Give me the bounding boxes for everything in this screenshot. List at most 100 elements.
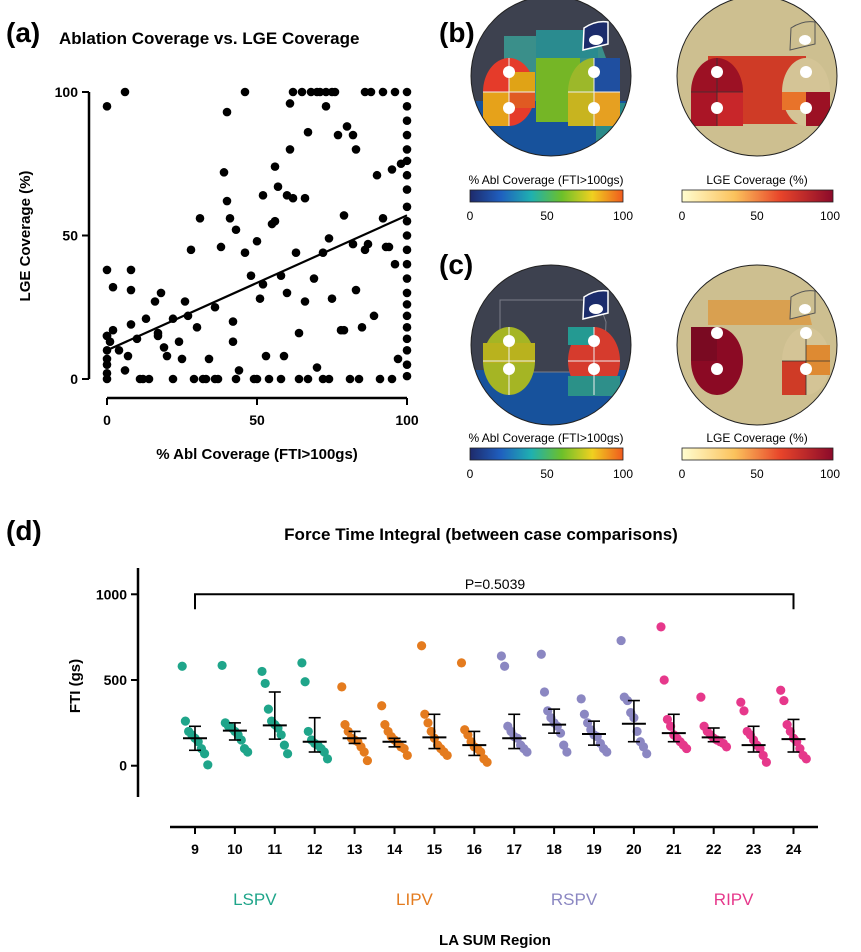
fti-xtick-label: 23	[746, 841, 762, 857]
fti-point	[236, 735, 246, 745]
scatter-title: Ablation Coverage vs. LGE Coverage	[59, 29, 359, 48]
scatter-point	[177, 354, 187, 364]
scatter-point	[159, 343, 169, 352]
scatter-point	[210, 302, 220, 312]
scatter-point	[138, 374, 148, 384]
scatter-point	[339, 211, 349, 220]
fti-point	[257, 666, 267, 677]
scatter-point	[384, 242, 394, 252]
fti-xtick-label: 19	[586, 841, 602, 857]
fti-point	[423, 718, 433, 728]
scatter-point	[291, 248, 301, 258]
fti-point	[420, 709, 430, 719]
scatter-point	[189, 374, 199, 384]
scatter-point	[120, 366, 130, 375]
scatter-point	[141, 314, 151, 324]
fti-point	[755, 743, 765, 754]
fti-point	[559, 740, 569, 750]
scatter-point	[306, 87, 316, 97]
fti-point	[776, 685, 786, 695]
lge-colorbar-c	[681, 447, 834, 461]
fti-point	[576, 694, 586, 704]
fti-point	[536, 649, 546, 659]
lge-tick-50-b: 50	[750, 209, 764, 223]
scatter-point	[402, 170, 412, 180]
fti-xtick-label: 13	[347, 841, 363, 857]
abl-coverage-map-c	[471, 265, 631, 425]
fti-point	[642, 749, 652, 759]
fti-point	[300, 677, 310, 687]
scatter-point	[216, 242, 226, 252]
scatter-point	[102, 360, 112, 369]
fti-point	[539, 687, 550, 697]
scatter-point	[402, 346, 412, 355]
scatter-point	[126, 265, 136, 275]
scatter-point	[264, 374, 274, 384]
fti-xtick-label: 15	[427, 841, 443, 857]
scatter-point	[225, 213, 235, 223]
scatter-point	[300, 193, 310, 203]
scatter-point	[372, 170, 382, 180]
scatter-point	[294, 374, 304, 384]
scatter-point	[387, 374, 397, 384]
scatter-axes: 0 50 100 0 50 100	[55, 84, 419, 428]
fti-point	[337, 682, 347, 692]
fti-point	[177, 661, 187, 671]
fti-ylabel: FTI (gs)	[67, 659, 84, 713]
fti-point	[297, 658, 307, 668]
fti-ytick-label: 1000	[96, 586, 127, 602]
fti-point	[263, 704, 273, 714]
scatter-point	[102, 102, 112, 111]
fti-marks	[177, 622, 811, 770]
scatter-point	[366, 87, 376, 97]
fti-xtick-label: 17	[506, 841, 522, 857]
abl-tick-0-b: 0	[467, 209, 474, 223]
fti-point	[193, 737, 203, 747]
fti-point	[343, 726, 353, 737]
scatter-point	[162, 351, 172, 361]
scatter-xtick-label: 100	[395, 412, 419, 428]
scatter-point	[195, 213, 205, 223]
scatter-point	[318, 374, 328, 384]
fti-point	[656, 622, 666, 632]
scatter-point	[402, 334, 412, 344]
fti-point	[758, 750, 768, 761]
scatter-point	[402, 202, 412, 212]
fti-xtick-label: 20	[626, 841, 642, 857]
fti-point	[721, 742, 732, 752]
scatter-point	[390, 87, 400, 97]
scatter-point	[156, 288, 166, 298]
fti-point	[359, 747, 369, 757]
scatter-point	[309, 274, 319, 283]
panel-label-a: (a)	[6, 17, 40, 48]
lge-tick-0-b: 0	[679, 209, 686, 223]
scatter-ylabel: LGE Coverage (%)	[17, 171, 34, 302]
scatter-point	[276, 374, 286, 384]
scatter-point	[126, 285, 136, 295]
scatter-point	[279, 351, 289, 361]
scatter-point	[324, 374, 334, 384]
fti-point	[377, 701, 387, 711]
scatter-point	[261, 351, 271, 361]
fti-point	[779, 695, 789, 706]
fti-xtick-label: 11	[267, 841, 282, 857]
scatter-point	[375, 374, 385, 384]
scatter-point	[321, 102, 331, 111]
lge-coverage-map-c	[677, 265, 837, 425]
scatter-point	[402, 231, 412, 240]
scatter-point	[270, 162, 280, 171]
scatter-point	[360, 87, 370, 97]
fti-point	[555, 728, 566, 738]
panel-b: (b)	[439, 0, 840, 223]
scatter-point	[369, 311, 379, 321]
abl-colorbar-label-c: % Abl Coverage (FTI>100gs)	[468, 431, 623, 445]
scatter-point	[150, 297, 160, 306]
scatter-point	[339, 325, 349, 335]
scatter-point	[387, 165, 397, 174]
lge-colorbar-label-c: LGE Coverage (%)	[706, 431, 807, 445]
fti-point	[260, 678, 270, 689]
panel-label-c: (c)	[439, 249, 473, 280]
scatter-point	[273, 182, 283, 192]
scatter-point	[402, 288, 412, 298]
scatter-point	[402, 145, 412, 154]
